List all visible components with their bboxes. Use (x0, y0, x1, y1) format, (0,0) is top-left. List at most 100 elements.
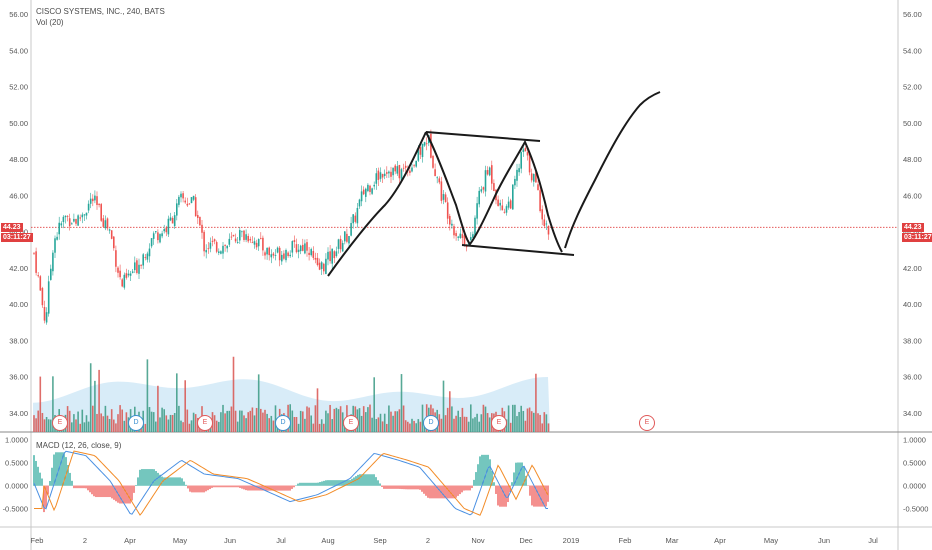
macd-histogram-bar (41, 478, 43, 486)
time-tick-label: Dec (519, 536, 533, 545)
candle-body (230, 236, 233, 238)
volume-bar (388, 405, 390, 432)
macd-histogram-bar (533, 485, 535, 507)
candle-body (106, 218, 109, 229)
candle-body (404, 165, 407, 168)
volume-bar (524, 420, 527, 432)
volume-bar (329, 404, 331, 432)
macd-histogram-bar (179, 477, 181, 486)
volume-bar (173, 413, 176, 432)
price-tick-label-right: 48.00 (903, 155, 922, 164)
candle-body (188, 203, 191, 205)
wedge-swing-drawing (425, 131, 563, 253)
candle-body (331, 248, 333, 264)
candle-body (104, 220, 107, 229)
candle-body (482, 187, 485, 190)
candle-body (66, 215, 69, 217)
macd-histogram-bar (255, 485, 257, 491)
candle-body (264, 252, 266, 256)
candle-body (524, 148, 527, 152)
volume-bar (453, 418, 455, 432)
earnings-marker[interactable]: E (197, 415, 213, 431)
candle-body (436, 177, 438, 179)
candle-body (350, 223, 352, 236)
candle-body (413, 165, 415, 167)
candle-body (488, 167, 491, 176)
candle-body (434, 169, 436, 177)
macd-histogram-bar (429, 485, 431, 499)
volume-bar (457, 410, 459, 432)
chart-title: CISCO SYSTEMS, INC., 240, BATS (36, 7, 165, 16)
candle-body (398, 164, 401, 179)
macd-histogram-bar (383, 485, 385, 489)
volume-bar (419, 421, 422, 432)
macd-histogram-bar (37, 466, 39, 486)
volume-bar (73, 414, 75, 432)
candle-body (308, 252, 310, 255)
candle-body (140, 264, 142, 266)
macd-histogram-bar (479, 456, 481, 486)
volume-bar (96, 413, 98, 432)
candle-body (543, 219, 546, 227)
time-tick-label: Feb (31, 536, 44, 545)
macd-histogram-bar (193, 485, 195, 493)
candle-body (266, 247, 268, 255)
earnings-marker[interactable]: E (639, 415, 655, 431)
price-tick-label-left: 44.00 (9, 228, 28, 237)
macd-histogram-bar (233, 485, 235, 488)
time-tick-label: Jul (868, 536, 878, 545)
dividend-marker[interactable]: D (128, 415, 144, 431)
candle-body (35, 251, 37, 273)
volume-bar (169, 414, 172, 432)
candle-body (394, 165, 396, 172)
volume-bar (251, 407, 254, 432)
macd-histogram-bar (111, 485, 113, 499)
macd-histogram-bar (73, 485, 75, 489)
candle-body (333, 251, 336, 259)
macd-histogram-bar (425, 485, 427, 496)
candle-body (302, 244, 304, 251)
candle-body (161, 233, 163, 237)
volume-bar (293, 417, 296, 432)
candle-body (442, 194, 445, 200)
price-tick-label-left: 50.00 (9, 119, 28, 128)
candle-body (337, 239, 340, 249)
macd-histogram-bar (485, 454, 487, 486)
dividend-marker[interactable]: D (423, 415, 439, 431)
macd-histogram-bar (483, 454, 485, 486)
volume-bar (152, 412, 155, 432)
macd-histogram-bar (335, 480, 337, 486)
earnings-marker[interactable]: E (343, 415, 359, 431)
candle-body (260, 238, 262, 239)
macd-histogram-bar (39, 472, 41, 486)
candle-body (390, 171, 392, 177)
volume-bar (85, 415, 88, 432)
candle-body (60, 223, 63, 226)
volume-bar (115, 423, 117, 432)
candle-body (352, 214, 354, 224)
candle-body (526, 152, 529, 156)
macd-histogram-bar (63, 452, 65, 486)
volume-bar (312, 423, 315, 432)
volume-bar (337, 409, 340, 432)
macd-histogram-bar (535, 485, 537, 507)
volume-bar (377, 417, 380, 432)
earnings-marker[interactable]: E (491, 415, 507, 431)
macd-histogram-bar (329, 480, 331, 486)
candle-body (245, 234, 247, 240)
candle-body (83, 214, 86, 216)
volume-bar (222, 404, 224, 432)
candle-body (476, 203, 478, 219)
macd-histogram-bar (513, 472, 515, 486)
volume-bar (47, 419, 50, 432)
volume-bar (220, 412, 222, 432)
earnings-marker[interactable]: E (52, 415, 68, 431)
macd-histogram-bar (317, 482, 319, 486)
volume-bar (35, 418, 37, 432)
macd-histogram-bar (443, 485, 445, 499)
dividend-marker[interactable]: D (275, 415, 291, 431)
volume-bar (192, 412, 195, 432)
macd-histogram-bar (197, 485, 199, 493)
macd-histogram-bar (219, 485, 221, 488)
volume-bar (92, 405, 94, 432)
